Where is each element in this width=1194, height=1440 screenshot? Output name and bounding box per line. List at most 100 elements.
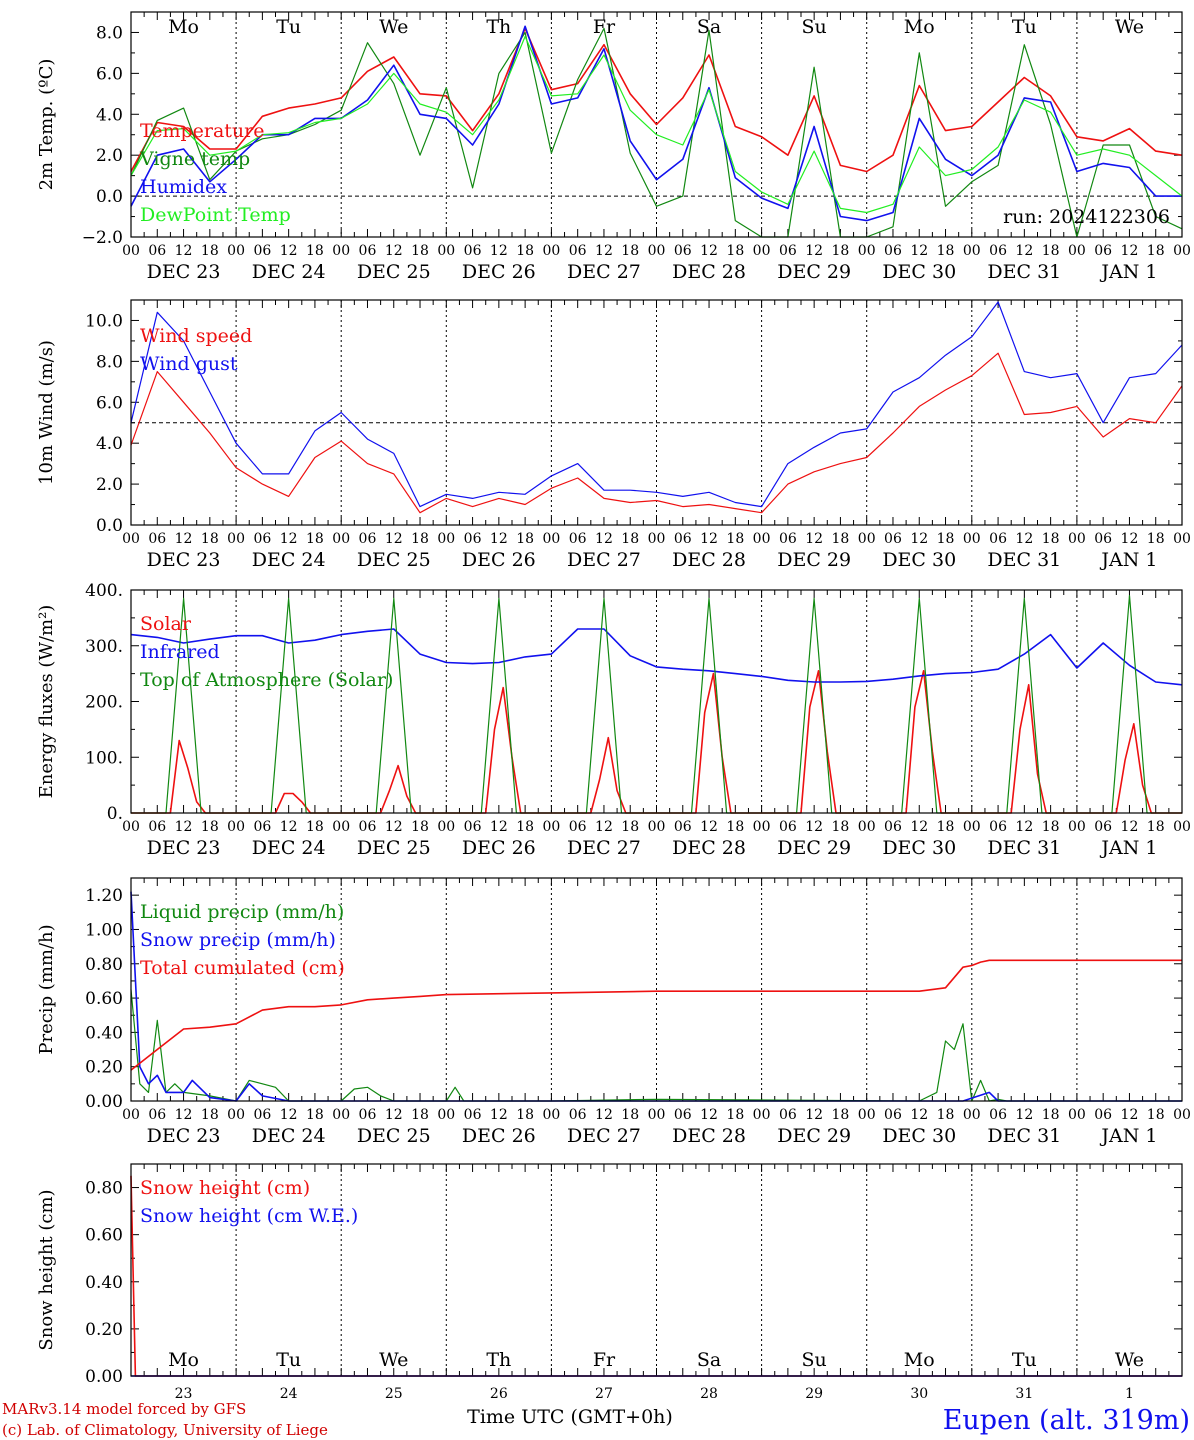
hour-tick-label: 12 xyxy=(1015,243,1033,259)
weekday-label: Su xyxy=(802,16,827,38)
hour-tick-label: 12 xyxy=(595,531,613,547)
hour-tick-label: 00 xyxy=(858,243,876,259)
weekday-label: Mo xyxy=(168,1349,199,1371)
date-label: DEC 26 xyxy=(462,261,536,283)
hour-tick-label: 12 xyxy=(1121,243,1139,259)
date-label: DEC 23 xyxy=(147,549,221,571)
hour-tick-label: 00 xyxy=(648,531,666,547)
weekday-label: We xyxy=(379,16,408,38)
plot-frame xyxy=(130,589,1183,814)
hour-tick-label: 00 xyxy=(858,819,876,835)
hour-tick-label: 18 xyxy=(726,819,744,835)
hour-tick-label: 18 xyxy=(726,1107,744,1123)
hour-tick-label: 00 xyxy=(227,243,245,259)
hour-tick-label: 06 xyxy=(359,531,377,547)
hour-tick-label: 18 xyxy=(516,819,534,835)
date-label: JAN 1 xyxy=(1099,261,1157,283)
day-number-label: 27 xyxy=(595,1386,613,1402)
hour-tick-label: 06 xyxy=(884,243,902,259)
hour-tick-label: 06 xyxy=(884,1107,902,1123)
hour-tick-label: 12 xyxy=(700,243,718,259)
station-label: Eupen (alt. 319m) xyxy=(943,1405,1190,1436)
date-label: DEC 25 xyxy=(357,549,431,571)
weekday-label: Fr xyxy=(593,16,616,38)
day-number-label: 25 xyxy=(385,1386,403,1402)
hour-tick-label: 00 xyxy=(963,1107,981,1123)
weekday-label: Tu xyxy=(1012,16,1037,38)
legend-entry: Solar xyxy=(140,613,192,635)
weekday-label: Mo xyxy=(904,1349,935,1371)
hour-tick-label: 00 xyxy=(437,243,455,259)
series-line-infrared xyxy=(130,628,1183,686)
y-tick-label: 400. xyxy=(85,581,123,601)
hour-tick-label: 06 xyxy=(674,819,692,835)
credit-line-2: (c) Lab. of Climatology, University of L… xyxy=(2,1421,328,1439)
hour-tick-label: 18 xyxy=(1042,819,1060,835)
series-line-temperature xyxy=(130,27,1183,173)
weekday-label: Th xyxy=(486,1349,511,1371)
hour-tick-label: 00 xyxy=(227,819,245,835)
hour-tick-label: 18 xyxy=(937,531,955,547)
hour-tick-label: 18 xyxy=(516,531,534,547)
hour-tick-label: 00 xyxy=(963,243,981,259)
hour-tick-label: 06 xyxy=(779,531,797,547)
y-tick-label: 200. xyxy=(85,693,123,713)
hour-tick-label: 06 xyxy=(253,243,271,259)
y-tick-label: 0.80 xyxy=(85,955,123,975)
date-label: DEC 29 xyxy=(777,549,851,571)
y-tick-label: 6.0 xyxy=(96,64,123,84)
hour-tick-label: 06 xyxy=(674,531,692,547)
hour-tick-label: 00 xyxy=(332,1107,350,1123)
hour-tick-label: 06 xyxy=(148,1107,166,1123)
hour-tick-label: 18 xyxy=(832,819,850,835)
hour-tick-label: 18 xyxy=(726,531,744,547)
date-label: DEC 29 xyxy=(777,837,851,859)
hour-tick-label: 00 xyxy=(122,243,140,259)
y-tick-label: 8.0 xyxy=(96,352,123,372)
hour-tick-label: 06 xyxy=(779,819,797,835)
date-label: DEC 30 xyxy=(882,549,956,571)
hour-tick-label: 12 xyxy=(280,819,298,835)
hour-tick-label: 18 xyxy=(516,1107,534,1123)
hour-tick-label: 12 xyxy=(280,243,298,259)
hour-tick-label: 06 xyxy=(464,819,482,835)
hour-tick-label: 12 xyxy=(910,243,928,259)
hour-tick-label: 12 xyxy=(1015,819,1033,835)
hour-tick-label: 06 xyxy=(1094,243,1112,259)
weekday-label: Mo xyxy=(168,16,199,38)
x-axis-label: Time UTC (GMT+0h) xyxy=(467,1406,673,1428)
legend-entry: Temperature xyxy=(140,120,264,142)
hour-tick-label: 12 xyxy=(385,243,403,259)
series-line-humidex xyxy=(130,25,1182,222)
weekday-label: Mo xyxy=(904,16,935,38)
hour-tick-label: 18 xyxy=(621,243,639,259)
hour-tick-label: 12 xyxy=(385,819,403,835)
series-line-total-cumulated-cm- xyxy=(130,959,1182,1071)
hour-tick-label: 06 xyxy=(464,531,482,547)
date-label: DEC 31 xyxy=(987,261,1061,283)
hour-tick-label: 06 xyxy=(989,819,1007,835)
hour-tick-label: 12 xyxy=(490,1107,508,1123)
hour-tick-label: 00 xyxy=(1068,819,1086,835)
hour-tick-label: 00 xyxy=(542,819,560,835)
panel-energy: 0. 100. 200. 300. 400. Energy fluxes (W/m²) So… xyxy=(36,581,1191,859)
hour-tick-label: 12 xyxy=(175,531,193,547)
hour-tick-label: 12 xyxy=(700,531,718,547)
hour-tick-label: 00 xyxy=(1173,243,1191,259)
hour-tick-label: 06 xyxy=(359,1107,377,1123)
hour-tick-label: 00 xyxy=(858,531,876,547)
weekday-label: Fr xyxy=(593,1349,616,1371)
hour-tick-label: 18 xyxy=(411,819,429,835)
hour-tick-label: 00 xyxy=(542,243,560,259)
plot-frame xyxy=(130,11,1183,238)
date-label: DEC 29 xyxy=(777,261,851,283)
hour-tick-label: 18 xyxy=(937,819,955,835)
hour-tick-label: 18 xyxy=(411,243,429,259)
y-axis-label: 2m Temp. (ºC) xyxy=(36,59,57,191)
date-label: JAN 1 xyxy=(1099,1125,1157,1147)
series-line-dewpoint-temp xyxy=(130,35,1183,214)
panel-temperature: −2.0 0.0 2.0 4.0 6.0 8.0 2m Temp. (ºC) Temperat… xyxy=(36,11,1191,283)
hour-tick-label: 06 xyxy=(253,1107,271,1123)
hour-tick-label: 18 xyxy=(1042,1107,1060,1123)
